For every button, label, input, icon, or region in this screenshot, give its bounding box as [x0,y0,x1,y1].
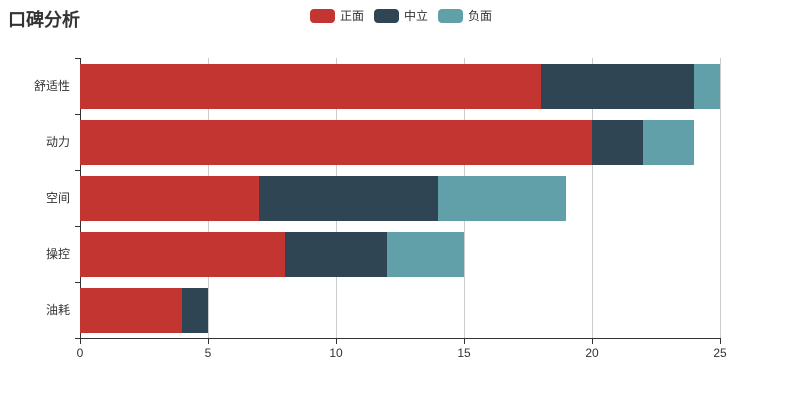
y-axis-tick [75,58,80,59]
x-axis-tick [720,339,721,344]
bar-segment-negative[interactable] [643,119,695,165]
legend-item-positive[interactable]: 正面 [310,7,364,24]
x-axis-tick [80,339,81,344]
bar-segment-neutral[interactable] [540,63,695,109]
legend-label: 中立 [404,9,429,23]
y-axis-tick [75,282,80,283]
bar-segment-neutral[interactable] [182,287,208,333]
bar-row [80,175,567,221]
legend-item-negative[interactable]: 负面 [438,7,492,24]
x-axis-tick [464,339,465,344]
y-axis-tick [75,114,80,115]
legend-swatch-negative [438,8,464,23]
x-axis-tick-label: 15 [457,346,471,360]
y-axis-label: 油耗 [45,303,70,317]
bar-segment-neutral[interactable] [284,231,388,277]
gridline [592,58,593,338]
legend-swatch-neutral [374,8,400,23]
bar-segment-negative[interactable] [387,231,464,277]
y-axis-label: 空间 [45,191,70,205]
y-axis-tick [75,226,80,227]
bar-row [80,231,464,277]
legend: 正面 中立 负面 [310,7,492,24]
bar-segment-positive[interactable] [80,119,592,165]
bar-row [80,287,208,333]
bar-segment-neutral[interactable] [259,175,439,221]
y-axis-tick [75,170,80,171]
x-axis-tick-label: 0 [76,346,84,360]
bar-row [80,119,695,165]
legend-item-neutral[interactable]: 中立 [374,7,428,24]
bar-segment-positive[interactable] [80,175,260,221]
x-axis-tick-label: 25 [713,346,727,360]
bar-row [80,63,720,109]
x-axis-tick-label: 10 [329,346,343,360]
y-axis-label: 操控 [45,247,70,261]
gridline [720,58,721,338]
legend-label: 正面 [340,9,365,23]
bar-segment-negative[interactable] [438,175,567,221]
bar-segment-neutral[interactable] [592,119,644,165]
x-axis-tick-label: 20 [585,346,599,360]
x-axis-tick-label: 5 [204,346,212,360]
chart-title: 口碑分析 [8,10,80,30]
legend-label: 负面 [468,9,493,23]
legend-swatch-positive [310,8,335,23]
x-axis-line [80,338,721,339]
x-axis-tick [336,339,337,344]
bar-segment-positive[interactable] [80,63,541,109]
plot-area [80,58,721,338]
bar-segment-positive[interactable] [80,231,285,277]
bar-segment-positive[interactable] [80,287,183,333]
x-axis-tick [208,339,209,344]
y-axis-label: 舒适性 [33,79,70,93]
bar-segment-negative[interactable] [694,63,720,109]
x-axis-tick [592,339,593,344]
y-axis-label: 动力 [45,135,70,149]
y-axis-tick [75,338,80,339]
